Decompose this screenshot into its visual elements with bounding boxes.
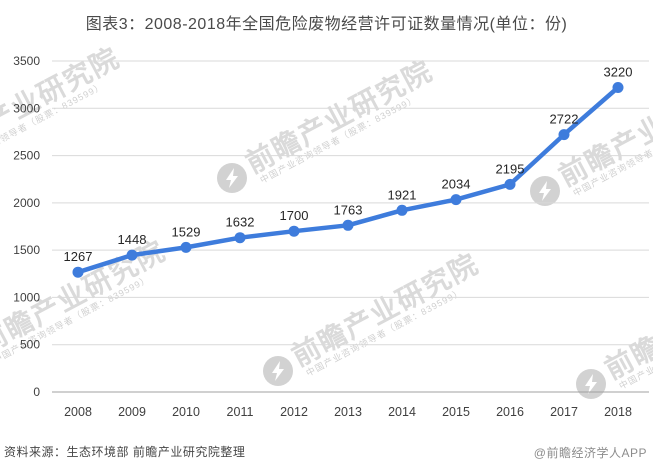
bolt-icon <box>226 168 238 188</box>
y-tick-label: 1500 <box>13 243 40 257</box>
bolt-icon <box>272 361 284 381</box>
value-label: 1632 <box>226 215 255 230</box>
bolt-icon <box>585 374 597 394</box>
y-tick-label: 3500 <box>13 54 40 68</box>
x-tick-label: 2018 <box>604 405 632 419</box>
y-tick-label: 0 <box>33 385 40 399</box>
source-note: 资料来源：生态环境部 前瞻产业研究院整理 <box>4 445 246 459</box>
value-label: 1921 <box>388 187 417 202</box>
data-point <box>450 194 462 206</box>
y-tick-label: 3000 <box>13 101 40 115</box>
data-point <box>504 178 516 190</box>
x-tick-label: 2013 <box>334 405 362 419</box>
watermark-brand-text: 前瞻产业研究院 <box>240 54 437 179</box>
data-point <box>558 129 570 141</box>
data-point <box>612 82 624 93</box>
value-label: 1700 <box>280 208 309 223</box>
value-label: 1763 <box>334 202 363 217</box>
x-tick-label: 2015 <box>442 405 470 419</box>
value-label: 2034 <box>442 177 471 192</box>
credit-note: @前瞻经济学人APP <box>533 446 647 460</box>
watermark-brand-text: 前瞻产业研究院 <box>286 247 483 372</box>
y-tick-label: 500 <box>20 338 40 352</box>
value-label: 1448 <box>118 232 147 247</box>
data-point <box>126 249 138 261</box>
value-label: 2195 <box>496 161 525 176</box>
bolt-icon <box>539 181 551 201</box>
value-label: 1529 <box>172 224 201 239</box>
value-label: 2722 <box>550 112 579 127</box>
x-tick-label: 2016 <box>496 405 524 419</box>
x-tick-label: 2014 <box>388 405 416 419</box>
value-label: 1267 <box>64 249 93 264</box>
watermark-brand-text: 前瞻产业研究院 <box>599 260 653 385</box>
y-tick-label: 2500 <box>13 149 40 163</box>
y-tick-label: 2000 <box>13 196 40 210</box>
chart-title: 图表3：2008-2018年全国危险废物经营许可证数量情况(单位：份) <box>85 16 568 33</box>
x-tick-label: 2017 <box>550 405 578 419</box>
data-point <box>180 241 192 253</box>
data-point <box>234 232 246 244</box>
data-point <box>396 204 408 216</box>
x-tick-label: 2012 <box>280 405 308 419</box>
data-point <box>288 225 300 237</box>
x-tick-label: 2009 <box>118 405 146 419</box>
x-tick-label: 2011 <box>227 405 254 419</box>
value-label: 3220 <box>604 65 633 80</box>
data-point <box>342 219 354 231</box>
data-point <box>72 266 84 278</box>
y-tick-label: 1000 <box>13 290 40 304</box>
x-tick-label: 2010 <box>172 405 200 419</box>
x-tick-label: 2008 <box>64 405 92 419</box>
